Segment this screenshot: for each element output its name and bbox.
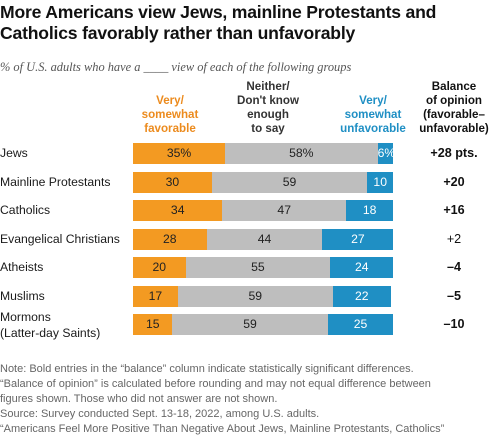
bar-segment-favorable: 30 [133, 171, 212, 193]
bar-segment-favorable: 20 [133, 257, 186, 278]
bar-segment-neither: 47 [222, 200, 347, 221]
column-header-favorable: Very/ somewhat favorable [120, 94, 220, 136]
bar-segment-favorable: 28 [133, 228, 207, 250]
bar-segment-neither: 59 [177, 285, 333, 307]
column-header-balance-line: (favorable– [423, 108, 485, 121]
note-line: Note: Bold entries in the “balance” colu… [0, 363, 414, 375]
bar-segment-neither: 58% [225, 143, 378, 164]
note-line: “Balance of opinion” is calculated befor… [0, 378, 431, 390]
category-label: Jews [0, 146, 28, 160]
category-label: Evangelical Christians [0, 231, 120, 246]
bar-segment-unfavorable: 10 [367, 171, 394, 193]
column-header-balance-line: unfavorable) [419, 122, 489, 135]
column-header-neither: Neither/ Don't know enough to say [228, 80, 308, 136]
column-header-balance-line: of opinion [425, 94, 483, 107]
bar-segment-unfavorable: 22 [332, 285, 391, 307]
bar-segment-unfavorable: 6% [377, 143, 395, 164]
category-label: Atheists [0, 260, 44, 274]
column-header-unfavorable: Very/ somewhat unfavorable [318, 94, 428, 136]
bar-segment-favorable: 35% [133, 143, 226, 164]
balance-value: +2 [446, 231, 462, 246]
chart-notes: Note: Bold entries in the “balance” colu… [0, 362, 500, 437]
bar-segment-unfavorable: 18 [346, 200, 394, 221]
column-header-balance-line: Balance [431, 80, 477, 93]
bar-segment-favorable: 34 [133, 200, 223, 221]
bar-segment-neither: 59 [211, 171, 368, 193]
column-header-neither-line: enough [247, 108, 289, 121]
balance-value: +28 pts. [430, 146, 478, 160]
bar-segment-unfavorable: 27 [322, 228, 394, 250]
chart-subtitle: % of U.S. adults who have a ____ view of… [0, 60, 352, 74]
bar-segment-neither: 44 [206, 228, 323, 250]
category-label: Muslims [0, 288, 45, 303]
chart-title: More Americans view Jews, mainline Prote… [0, 2, 498, 44]
category-label: Mormons (Latter-day Saints) [0, 310, 101, 340]
column-header-favorable-line: Very/ [156, 94, 184, 107]
bar-segment-neither: 55 [185, 257, 331, 278]
column-header-unfavorable-line: Very/ [359, 94, 387, 107]
category-label: Catholics [0, 203, 51, 217]
balance-value: –10 [443, 317, 465, 331]
category-label: Mainline Protestants [0, 174, 111, 189]
note-line: figures shown. Those who did not answer … [0, 393, 278, 405]
balance-value: +20 [443, 174, 465, 189]
column-header-unfavorable-line: somewhat [344, 108, 402, 121]
chart-title-line-2: Catholics favorably rather than unfavora… [0, 23, 356, 43]
column-header-unfavorable-line: unfavorable [340, 122, 406, 135]
balance-value: +16 [443, 203, 465, 217]
balance-value: –4 [446, 260, 461, 274]
bar-segment-favorable: 15 [133, 314, 173, 335]
bar-segment-unfavorable: 24 [330, 257, 394, 278]
column-header-favorable-line: somewhat [141, 108, 199, 121]
report-title-line: “Americans Feel More Positive Than Negat… [0, 423, 445, 435]
chart-title-line-1: More Americans view Jews, mainline Prote… [0, 2, 437, 22]
column-header-neither-line: Neither/ [246, 80, 290, 93]
column-header-neither-line: Don't know [236, 94, 299, 107]
column-header-favorable-line: favorable [144, 122, 196, 135]
bar-segment-neither: 59 [172, 314, 328, 335]
column-header-balance: Balance of opinion (favorable– unfavorab… [408, 80, 500, 136]
balance-value: –5 [446, 288, 461, 303]
bar-segment-unfavorable: 25 [327, 314, 394, 335]
column-header-neither-line: to say [251, 122, 285, 135]
source-line: Source: Survey conducted Sept. 13-18, 20… [0, 408, 320, 420]
bar-segment-favorable: 17 [133, 285, 178, 307]
